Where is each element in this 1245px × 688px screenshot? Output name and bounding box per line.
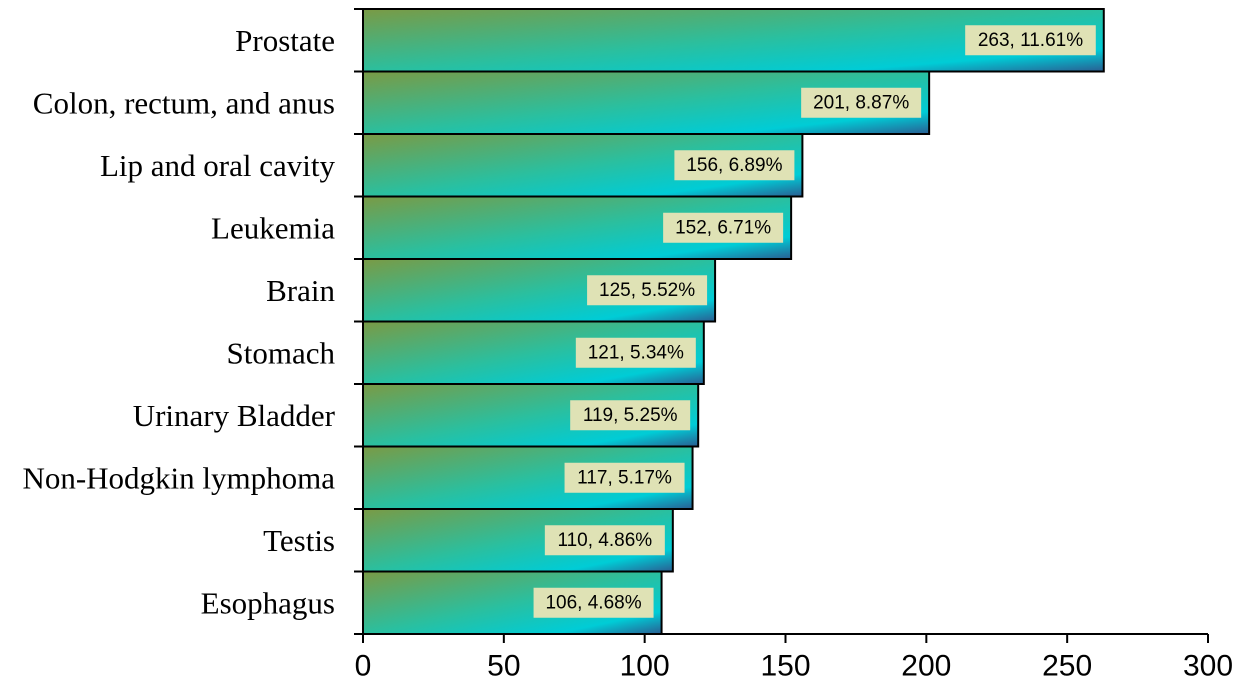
data-label: 117, 5.17% [577, 467, 672, 488]
category-label: Brain [266, 273, 335, 308]
x-tick-label: 100 [620, 650, 670, 683]
data-label-box [544, 525, 665, 556]
data-label-box [564, 462, 685, 493]
data-label-box [570, 400, 691, 431]
category-label: Testis [263, 523, 335, 558]
data-label: 119, 5.25% [583, 405, 678, 426]
category-label: Prostate [235, 23, 335, 58]
data-label-box [533, 587, 654, 618]
x-tick-label: 50 [487, 650, 520, 683]
category-label: Non-Hodgkin lymphoma [22, 460, 335, 495]
x-tick-label: 250 [1042, 650, 1092, 683]
data-label: 156, 6.89% [686, 155, 782, 176]
x-tick-label: 150 [760, 650, 810, 683]
data-label: 201, 8.87% [813, 92, 909, 113]
data-label: 110, 4.86% [557, 530, 652, 551]
category-label: Esophagus [201, 585, 335, 620]
axes: 0 50 100 150 200 250 300 [354, 8, 1233, 683]
data-label-box [587, 275, 708, 306]
data-label-box [674, 150, 795, 181]
labels: Prostate 263, 11.61% Colon, rectum, and an… [22, 23, 1096, 620]
category-label: Leukemia [211, 210, 335, 245]
x-tick-label: 300 [1183, 650, 1233, 683]
data-label: 152, 6.71% [675, 217, 771, 238]
x-tick-label: 200 [901, 650, 951, 683]
category-label: Stomach [227, 335, 336, 370]
data-label-box [575, 337, 696, 368]
data-label-box [801, 87, 922, 118]
data-label: 106, 4.68% [545, 592, 641, 613]
data-label: 121, 5.34% [588, 342, 684, 363]
category-label: Urinary Bladder [133, 398, 336, 433]
data-label: 263, 11.61% [978, 30, 1083, 51]
x-tick-label: 0 [355, 650, 372, 683]
bars [362, 8, 1105, 635]
data-label-box [663, 212, 784, 243]
category-label: Colon, rectum, and anus [33, 85, 335, 120]
category-label: Lip and oral cavity [100, 148, 335, 183]
data-label: 125, 5.52% [599, 280, 695, 301]
data-label-box [965, 25, 1096, 56]
